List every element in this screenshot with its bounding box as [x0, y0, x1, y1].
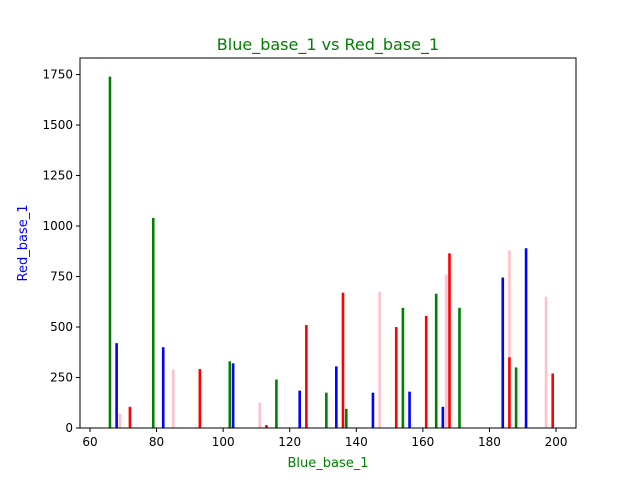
bar-9 [231, 363, 235, 428]
bar-1 [115, 343, 118, 428]
x-axis-ticks: 60 80 100 120 140 160 180 200 [82, 428, 567, 449]
bar-20 [378, 291, 381, 428]
y-tick-label-7: 1750 [42, 68, 73, 82]
bar-7 [198, 369, 202, 428]
bars-layer [108, 76, 554, 428]
bar-30 [501, 277, 505, 428]
y-axis-ticks: 0 250 500 750 1000 1250 1500 1750 [42, 68, 80, 435]
y-tick-label-6: 1500 [42, 118, 73, 132]
bar-23 [408, 391, 411, 428]
bar-16 [335, 366, 338, 428]
bar-35 [544, 296, 548, 428]
bar-32 [508, 357, 511, 428]
bar-2 [118, 413, 122, 428]
x-tick-label-2: 100 [212, 435, 235, 449]
y-tick-label-1: 250 [50, 371, 73, 385]
bar-19 [371, 392, 375, 428]
bar-33 [514, 367, 518, 428]
bar-15 [325, 392, 328, 428]
bar-29 [458, 307, 461, 428]
bar-34 [524, 248, 528, 428]
y-tick-label-3: 750 [50, 270, 73, 284]
y-tick-label-5: 1250 [42, 169, 73, 183]
bar-17 [341, 292, 345, 428]
bar-27 [444, 274, 448, 428]
bar-21 [394, 327, 398, 428]
x-tick-label-5: 160 [411, 435, 434, 449]
bar-25 [434, 293, 438, 428]
y-tick-label-0: 0 [65, 421, 73, 435]
bar-18 [345, 408, 348, 428]
x-axis-label: Blue_base_1 [287, 456, 368, 471]
bar-14 [305, 325, 308, 428]
bar-31 [508, 250, 511, 428]
bar-5 [161, 347, 165, 428]
bar-36 [551, 373, 554, 428]
y-tick-label-4: 1000 [42, 219, 73, 233]
bar-0 [108, 76, 112, 428]
bar-11 [265, 424, 268, 428]
bar-8 [228, 361, 232, 428]
plot-frame [79, 57, 577, 429]
x-tick-label-6: 180 [478, 435, 501, 449]
chart-title: Blue_base_1 vs Red_base_1 [217, 35, 439, 55]
bar-12 [275, 379, 278, 428]
bar-3 [128, 406, 132, 428]
y-axis-label: Red_base_1 [16, 205, 31, 282]
bar-28 [448, 253, 451, 428]
bar-22 [401, 307, 405, 428]
x-tick-label-4: 140 [345, 435, 368, 449]
bar-26 [441, 406, 445, 428]
bar-10 [258, 402, 262, 428]
y-tick-label-2: 500 [50, 320, 73, 334]
bar-13 [298, 390, 301, 428]
bar-4 [151, 217, 155, 428]
x-tick-label-1: 80 [149, 435, 164, 449]
bar-24 [424, 315, 428, 428]
x-tick-label-7: 200 [545, 435, 568, 449]
x-tick-label-3: 120 [278, 435, 301, 449]
bar-6 [171, 369, 175, 428]
x-tick-label-0: 60 [82, 435, 97, 449]
